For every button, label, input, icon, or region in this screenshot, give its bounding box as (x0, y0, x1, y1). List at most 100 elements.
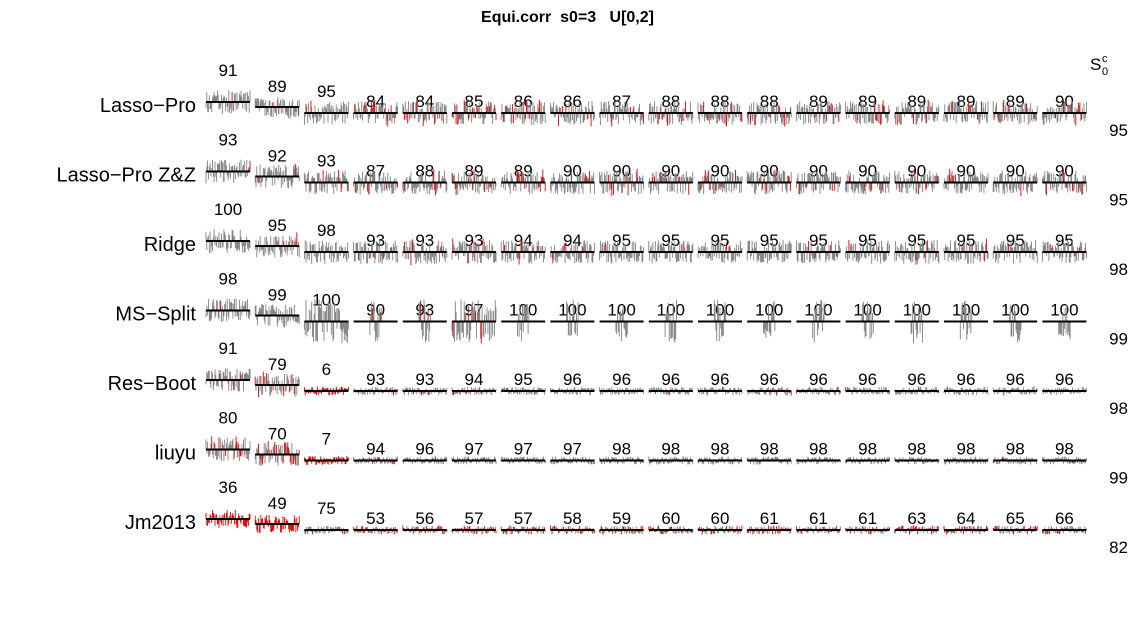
coverage-trace (812, 300, 825, 343)
coverage-trace (402, 100, 448, 127)
coverage-trace (254, 371, 300, 398)
coverage-trace (713, 299, 727, 342)
coverage-value: 95 (1055, 231, 1074, 250)
right-header: S c 0 (1090, 53, 1108, 78)
method-label: Ridge (144, 234, 196, 256)
coverage-value: 88 (415, 162, 434, 181)
coverage-value: 100 (214, 200, 242, 219)
right-header-base: S (1090, 55, 1101, 74)
coverage-value: 93 (415, 370, 434, 389)
coverage-trace (402, 168, 448, 196)
coverage-value: 100 (755, 301, 783, 320)
coverage-trace (451, 238, 497, 264)
coverage-trace (303, 299, 349, 344)
coverage-value: 100 (1001, 301, 1029, 320)
coverage-value: 70 (268, 425, 287, 444)
coverage-trace (517, 304, 530, 342)
coverage-value: 92 (268, 147, 287, 166)
coverage-trace (303, 240, 349, 264)
coverage-trace (254, 163, 300, 189)
coverage-value: 96 (612, 370, 631, 389)
method-row: MS−Split99989910090939710010010010010010… (115, 270, 1128, 349)
coverage-trace (500, 239, 546, 265)
coverage-value: 100 (903, 301, 931, 320)
coverage-trace (369, 301, 382, 342)
coverage-value: 95 (760, 231, 779, 250)
coverage-trace (910, 301, 923, 344)
coverage-value: 91 (219, 61, 238, 80)
coverage-trace (549, 101, 595, 127)
coverage-value: 97 (465, 440, 484, 459)
coverage-value: 89 (858, 92, 877, 111)
right-value: 99 (1109, 469, 1128, 488)
coverage-value: 96 (711, 370, 730, 389)
coverage-trace (746, 170, 792, 195)
coverage-value: 6 (322, 360, 331, 379)
chart-title: Equi.corr s0=3 U[0,2] (481, 9, 654, 26)
coverage-value: 94 (366, 440, 385, 459)
right-header-sub: 0 (1102, 66, 1108, 78)
coverage-value: 95 (268, 216, 287, 235)
coverage-trace (615, 305, 628, 342)
coverage-value: 100 (657, 301, 685, 320)
coverage-trace (845, 240, 891, 264)
coverage-trace (697, 169, 743, 195)
coverage-value: 86 (563, 92, 582, 111)
coverage-trace (418, 299, 431, 343)
right-value: 95 (1109, 121, 1128, 140)
coverage-value: 90 (1006, 162, 1025, 181)
right-value: 99 (1109, 330, 1128, 349)
right-header-sup: c (1102, 53, 1108, 65)
coverage-value: 95 (612, 231, 631, 250)
method-label: MS−Split (115, 304, 196, 326)
coverage-value: 95 (514, 370, 533, 389)
coverage-value: 94 (465, 370, 484, 389)
coverage-value: 95 (957, 231, 976, 250)
coverage-trace (451, 299, 497, 344)
method-label: liuyu (155, 443, 196, 465)
coverage-trace (549, 240, 595, 264)
coverage-value: 96 (1055, 370, 1074, 389)
method-row: Res−Boot 98 91 79 6 93 93 94 95 96 96 96 96 96 96 96 96 9… (108, 339, 1128, 418)
coverage-trace (1041, 100, 1087, 126)
coverage-value: 80 (219, 409, 238, 428)
method-label: Lasso−Pro (100, 95, 196, 117)
coverage-value: 100 (804, 301, 832, 320)
coverage-value: 99 (268, 286, 287, 305)
coverage-value: 90 (563, 162, 582, 181)
coverage-value: 89 (907, 92, 926, 111)
coverage-value: 88 (760, 92, 779, 111)
coverage-value: 85 (465, 92, 484, 111)
coverage-trace (1058, 304, 1071, 340)
coverage-value: 7 (322, 430, 331, 449)
right-value: 98 (1109, 399, 1128, 418)
coverage-value: 98 (317, 221, 336, 240)
coverage-value: 86 (514, 92, 533, 111)
coverage-trace (566, 299, 579, 337)
coverage-value: 100 (607, 301, 635, 320)
coverage-trace (353, 240, 399, 264)
coverage-value: 100 (509, 301, 537, 320)
coverage-trace (943, 168, 989, 194)
coverage-trace (894, 170, 940, 195)
coverage-trace (664, 299, 677, 343)
coverage-trace (959, 301, 973, 340)
coverage-trace (500, 99, 546, 125)
coverage-value: 96 (415, 440, 434, 459)
coverage-value: 90 (366, 301, 385, 320)
coverage-trace (845, 100, 891, 125)
coverage-trace (254, 232, 300, 258)
coverage-value: 89 (268, 77, 287, 96)
coverage-trace (795, 240, 841, 264)
coverage-value: 87 (612, 92, 631, 111)
coverage-value: 93 (415, 231, 434, 250)
coverage-value: 98 (219, 270, 238, 289)
method-label: Res−Boot (108, 373, 197, 395)
coverage-value: 79 (268, 355, 287, 374)
coverage-trace (500, 169, 546, 195)
